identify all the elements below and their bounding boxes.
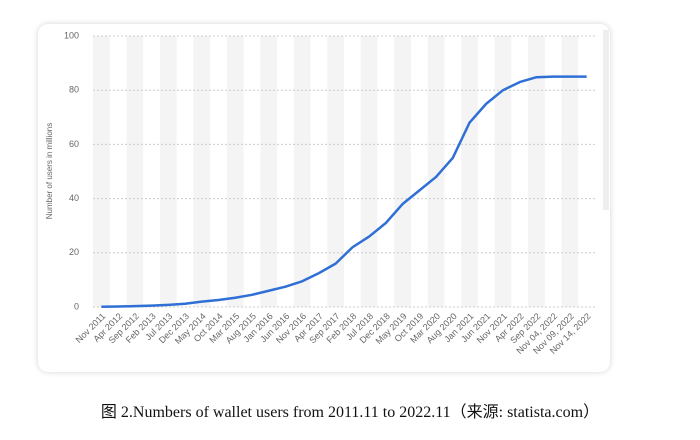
y-tick-label: 80 [69, 85, 79, 95]
stripe [93, 36, 110, 307]
y-tick-label: 20 [69, 247, 79, 257]
y-tick-label: 100 [64, 30, 79, 40]
stripe [461, 36, 478, 307]
stripe [226, 36, 244, 307]
data-line [101, 75, 587, 308]
stripe [293, 36, 311, 307]
y-tick-label: 40 [69, 193, 79, 203]
stripe [528, 36, 545, 307]
stripe [327, 36, 344, 307]
stripe [193, 36, 211, 307]
chart: Number of users in millions 0 20 40 60 80 100… [45, 30, 609, 356]
stripe [494, 36, 512, 307]
stripe [427, 36, 445, 307]
stripe [561, 36, 579, 307]
stripe [394, 36, 411, 307]
stripe [159, 36, 177, 307]
scroll-strip [603, 30, 609, 210]
y-tick-label: 60 [69, 139, 79, 149]
caption: 图 2.Numbers of wallet users from 2011.11… [100, 404, 600, 421]
y-tick-label: 0 [74, 301, 79, 311]
y-axis-label: Number of users in millions [45, 123, 54, 219]
stripe [126, 36, 144, 307]
stripe [360, 36, 378, 307]
stripe [260, 36, 278, 307]
